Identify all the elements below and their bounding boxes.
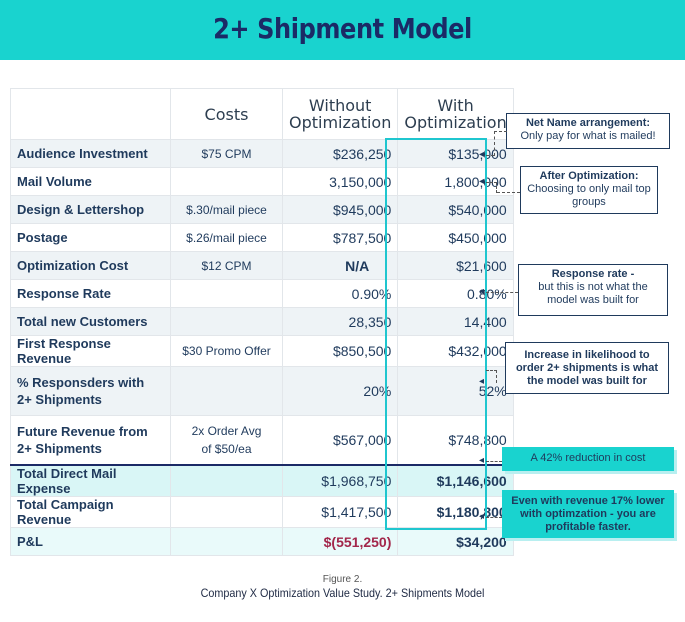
row-cost bbox=[170, 464, 283, 497]
row-without-value: 0.90% bbox=[281, 279, 399, 308]
row-with-value: $34,200 bbox=[397, 527, 514, 556]
table-row: Total Direct Mail Expense $1,968,750 $1,… bbox=[10, 464, 514, 497]
row-cost: $12 CPM bbox=[170, 251, 283, 280]
row-with-value: $1,180,800 bbox=[397, 496, 514, 528]
connector bbox=[486, 461, 502, 462]
row-cost bbox=[170, 167, 283, 196]
row-with-value: 14,400 bbox=[397, 307, 514, 336]
arrow-left-icon: ◂ bbox=[479, 376, 485, 387]
row-label: Audience Investment bbox=[10, 139, 171, 168]
header-row: Costs Without Optimization With Optimizati… bbox=[10, 88, 514, 140]
row-without-value: $236,250 bbox=[281, 139, 399, 168]
row-without-value: $787,500 bbox=[281, 223, 399, 252]
connector bbox=[486, 182, 497, 193]
row-with-value: 1,800,000 bbox=[397, 167, 514, 196]
callout-increase: Increase in likelihood to order 2+ shipm… bbox=[505, 342, 669, 394]
table-row: Future Revenue from 2+ Shipments 2x Order… bbox=[10, 415, 514, 466]
row-with-value: 52% bbox=[397, 366, 514, 416]
table-row: P&L $(551,250) $34,200 bbox=[10, 527, 514, 556]
row-without-value: N/A bbox=[281, 251, 399, 280]
table-row: First Response Revenue $30 Promo Offer $… bbox=[10, 335, 514, 367]
table-row: % Responsders with 2+ Shipments 20% 52% bbox=[10, 366, 514, 416]
row-without-value: 28,350 bbox=[281, 307, 399, 336]
arrow-left-icon: ◂ bbox=[479, 286, 485, 297]
connector bbox=[486, 370, 497, 383]
row-with-value: $450,000 bbox=[397, 223, 514, 252]
row-label: % Responsders with 2+ Shipments bbox=[10, 366, 171, 416]
row-label: Response Rate bbox=[10, 279, 171, 308]
row-cost bbox=[170, 527, 283, 556]
title-banner bbox=[0, 0, 685, 60]
table-row: Optimization Cost $12 CPM N/A $21,600 bbox=[10, 251, 514, 280]
table-row: Postage $.26/mail piece $787,500 $450,00… bbox=[10, 223, 514, 252]
callout-after-optimization: After Optimization: Choosing to only mail… bbox=[520, 166, 658, 214]
row-without-value: $850,500 bbox=[281, 335, 399, 367]
row-label: Optimization Cost bbox=[10, 251, 171, 280]
table-row: Total new Customers 28,350 14,400 bbox=[10, 307, 514, 336]
table-row: Total Campaign Revenue $1,417,500 $1,180… bbox=[10, 496, 514, 528]
callout-response-rate: Response rate - but this is not what the … bbox=[518, 264, 668, 316]
figure-number: Figure 2. bbox=[322, 574, 363, 585]
row-label: First Response Revenue bbox=[10, 335, 171, 367]
header-blank bbox=[10, 88, 171, 140]
figure-caption: Company X Optimization Value Study. 2+ S… bbox=[200, 586, 485, 600]
row-without-value: $945,000 bbox=[281, 195, 399, 224]
header-costs: Costs bbox=[170, 88, 283, 140]
table-row: Response Rate 0.90% 0.80% bbox=[10, 279, 514, 308]
table-row: Design & Lettershop $.30/mail piece $945… bbox=[10, 195, 514, 224]
row-with-value: $432,000 bbox=[397, 335, 514, 367]
callout-revenue-lower: Even with revenue 17% lower with optimza… bbox=[502, 490, 674, 538]
row-without-value: $(551,250) bbox=[281, 527, 399, 556]
row-label: Future Revenue from 2+ Shipments bbox=[10, 415, 171, 466]
row-without-value: 20% bbox=[281, 366, 399, 416]
connector bbox=[486, 517, 502, 518]
arrow-left-icon: ◂ bbox=[479, 176, 485, 187]
row-cost bbox=[170, 307, 283, 336]
table-row: Mail Volume 3,150,000 1,800,000 bbox=[10, 167, 514, 196]
connector bbox=[486, 155, 494, 156]
row-without-value: $567,000 bbox=[281, 415, 399, 466]
row-with-value: $748,800 bbox=[397, 415, 514, 466]
row-with-value: $540,000 bbox=[397, 195, 514, 224]
row-without-value: $1,968,750 bbox=[281, 464, 399, 497]
arrow-left-icon: ◂ bbox=[479, 455, 485, 466]
row-cost bbox=[170, 496, 283, 528]
row-with-value: $1,146,600 bbox=[397, 464, 514, 497]
row-cost: $75 CPM bbox=[170, 139, 283, 168]
callout-cost-reduction: A 42% reduction in cost bbox=[502, 447, 674, 471]
row-label: Postage bbox=[10, 223, 171, 252]
row-cost: $.30/mail piece bbox=[170, 195, 283, 224]
connector bbox=[486, 292, 518, 293]
header-with: With Optimization bbox=[397, 88, 514, 140]
callout-net-name: Net Name arrangement: Only pay for what i… bbox=[506, 113, 670, 149]
row-label: Total new Customers bbox=[10, 307, 171, 336]
row-label: Total Direct Mail Expense bbox=[10, 464, 171, 497]
table-row: Audience Investment $75 CPM $236,250 $13… bbox=[10, 139, 514, 168]
row-label: Mail Volume bbox=[10, 167, 171, 196]
row-cost bbox=[170, 279, 283, 308]
row-label: Design & Lettershop bbox=[10, 195, 171, 224]
row-label: Total Campaign Revenue bbox=[10, 496, 171, 528]
header-without: Without Optimization bbox=[281, 88, 399, 140]
row-cost: $30 Promo Offer bbox=[170, 335, 283, 367]
row-with-value: $21,600 bbox=[397, 251, 514, 280]
row-with-value: 0.80% bbox=[397, 279, 514, 308]
shipment-model-table: Costs Without Optimization With Optimizati… bbox=[10, 88, 514, 556]
row-without-value: 3,150,000 bbox=[281, 167, 399, 196]
row-cost: 2x Order Avg of $50/ea bbox=[170, 415, 283, 466]
row-label: P&L bbox=[10, 527, 171, 556]
arrow-left-icon: ◂ bbox=[479, 511, 485, 522]
row-cost: $.26/mail piece bbox=[170, 223, 283, 252]
arrow-left-icon: ◂ bbox=[479, 149, 485, 160]
page-title: 2+ Shipment Model bbox=[213, 12, 472, 45]
row-cost bbox=[170, 366, 283, 416]
connector bbox=[497, 192, 520, 193]
connector bbox=[494, 131, 507, 156]
row-without-value: $1,417,500 bbox=[281, 496, 399, 528]
